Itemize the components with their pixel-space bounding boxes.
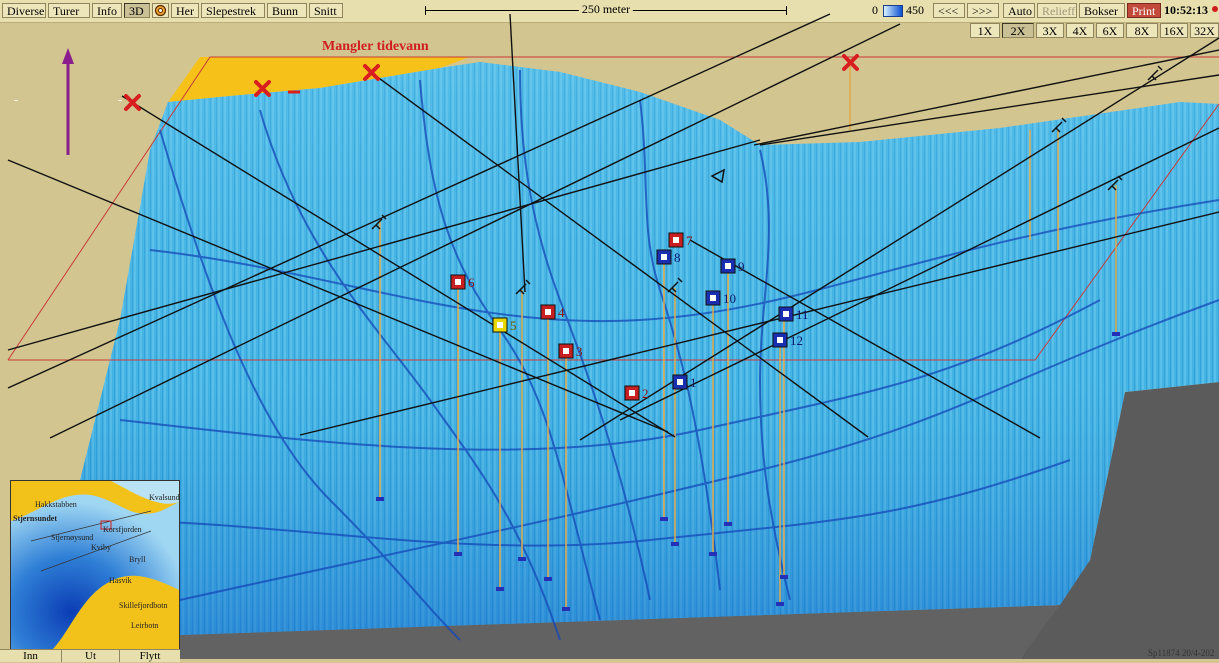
depth-max-label: 450: [906, 3, 924, 17]
scale-bar: 250 meter: [425, 3, 787, 16]
station-marker-label: 4: [558, 305, 565, 320]
station-marker-label: 12: [790, 333, 803, 348]
menu-slepestrek[interactable]: Slepestrek: [201, 3, 265, 18]
print-button[interactable]: Print: [1127, 3, 1161, 18]
map-label: Hasvik: [109, 576, 132, 585]
station-marker-center: [725, 263, 731, 269]
map-label: Korsfjorden: [103, 525, 142, 534]
zoom-in-button[interactable]: Inn: [0, 650, 62, 662]
map-label: Leirbotn: [131, 621, 159, 630]
marker-pins: [379, 66, 1117, 610]
menu-snitt[interactable]: Snitt: [309, 3, 343, 18]
zoom-8x[interactable]: 8X: [1126, 23, 1158, 38]
station-marker-label: 2: [642, 386, 649, 401]
menu-turer[interactable]: Turer: [48, 3, 90, 18]
station-marker-label: 10: [723, 291, 736, 306]
toolbar: Diverse Turer Info 3D Her Slepestrek Bun…: [0, 0, 1219, 23]
prev-button[interactable]: <<<: [933, 3, 965, 18]
tow-tracks: [7, 13, 1219, 441]
station-marker-label: 8: [674, 250, 681, 265]
station-marker-label: 7: [686, 233, 693, 248]
overview-map[interactable]: Hakkstabben Stjernsundet Stjernøysund Kv…: [10, 480, 180, 650]
target-icon: [154, 4, 167, 17]
shallow-area: [168, 57, 470, 102]
menu-her[interactable]: Her: [171, 3, 199, 18]
missing-marks: [124, 54, 859, 111]
map-label: Hakkstabben: [35, 500, 77, 509]
trawl-door-icons: [371, 65, 1163, 295]
station-marker-center: [777, 337, 783, 343]
zoom-1x[interactable]: 1X: [970, 23, 1000, 38]
zoom-4x[interactable]: 4X: [1066, 23, 1094, 38]
map-label: Kviby: [91, 543, 111, 552]
station-marker-center: [783, 311, 789, 317]
zoom-3x[interactable]: 3X: [1036, 23, 1064, 38]
terrain-base-front: [180, 605, 1060, 659]
pin-bases: [376, 332, 1120, 611]
menu-info[interactable]: Info: [92, 3, 122, 18]
relieff-button[interactable]: Relieff: [1037, 3, 1077, 18]
station-marker-center: [677, 379, 683, 385]
north-arrow-icon: [62, 48, 74, 155]
zoom-out-button[interactable]: Ut: [62, 650, 120, 662]
zoom-2x[interactable]: 2X: [1002, 23, 1034, 38]
auto-button[interactable]: Auto: [1003, 3, 1035, 18]
station-marker-label: 6: [468, 275, 475, 290]
station-marker-label: 1: [690, 375, 697, 390]
svg-text:-: -: [118, 92, 122, 107]
station-marker-center: [455, 279, 461, 285]
zoom-16x[interactable]: 16X: [1160, 23, 1188, 38]
map-label: Bryll: [129, 555, 146, 564]
record-icon: [1212, 6, 1218, 12]
menu-diverse[interactable]: Diverse: [2, 3, 46, 18]
clock: 10:52:13: [1164, 3, 1208, 17]
station-marker-label: 5: [510, 318, 517, 333]
depth-color-scale: [883, 5, 903, 17]
menu-bunn[interactable]: Bunn: [267, 3, 307, 18]
depth-min-label: 0: [872, 3, 878, 17]
move-button[interactable]: Flytt: [139, 650, 161, 662]
station-marker-label: 9: [738, 259, 745, 274]
station-marker-center: [545, 309, 551, 315]
scale-label: 250 meter: [578, 3, 634, 16]
station-marker-center: [673, 237, 679, 243]
map-label: Kvalsund: [149, 493, 180, 502]
station-marker-label: 11: [796, 307, 809, 322]
map-label: Skillefjordbotn: [119, 601, 168, 610]
station-marker-center: [497, 322, 503, 328]
station-marker-center: [563, 348, 569, 354]
compass-button[interactable]: [152, 3, 169, 18]
data-boundary: [7, 56, 1219, 361]
bokser-button[interactable]: Bokser: [1079, 3, 1125, 18]
overview-map-controls: Inn Ut Flytt: [0, 649, 180, 662]
next-button[interactable]: >>>: [967, 3, 999, 18]
station-marker-center: [629, 390, 635, 396]
map-label: Stjernsundet: [13, 514, 58, 523]
map-label: Stjernøysund: [51, 533, 94, 542]
tide-warning: Mangler tidevann: [322, 39, 429, 54]
menu-3d[interactable]: 3D: [124, 3, 150, 18]
overview-map-graphic: [11, 481, 179, 649]
station-marker-label: 3: [576, 344, 583, 359]
svg-text:-: -: [14, 92, 18, 107]
zoom-6x[interactable]: 6X: [1096, 23, 1124, 38]
footer-info: Sp11874 20/4-202: [1148, 648, 1215, 658]
station-marker-center: [661, 254, 667, 260]
station-marker-center: [710, 295, 716, 301]
